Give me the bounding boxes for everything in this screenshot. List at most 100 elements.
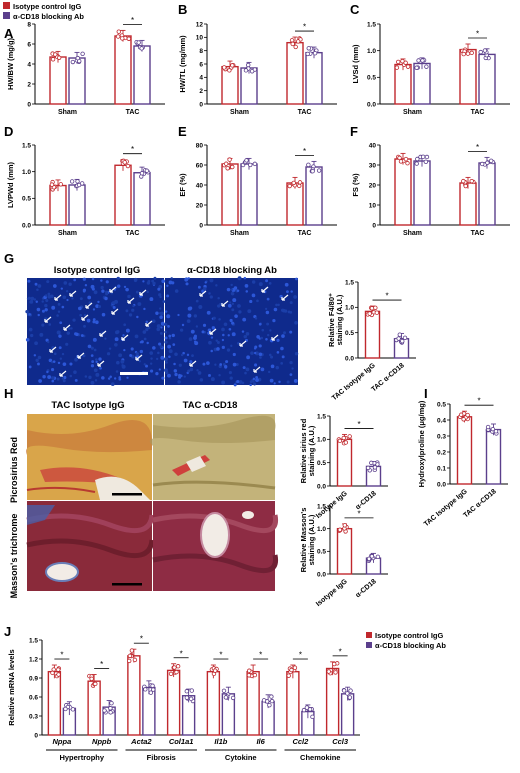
data-point — [337, 527, 343, 532]
significance-star: * — [357, 420, 360, 429]
nucleus — [72, 318, 76, 322]
data-point — [400, 338, 405, 344]
nucleus — [160, 321, 165, 326]
nucleus — [29, 299, 34, 304]
data-point — [150, 683, 155, 688]
y-tick-label: 1.0 — [367, 48, 376, 55]
nucleus — [41, 309, 45, 313]
legend-j-swatch-cd18 — [366, 642, 372, 648]
nucleus — [275, 303, 278, 307]
nucleus — [51, 361, 54, 364]
data-point — [461, 178, 466, 184]
nucleus — [159, 307, 162, 310]
nucleus — [90, 354, 94, 357]
nucleus — [170, 277, 173, 280]
nucleus — [275, 365, 280, 370]
y-tick-label: 6 — [199, 61, 203, 68]
y-axis-label: EF (%) — [178, 173, 187, 197]
data-point — [348, 688, 353, 693]
nucleus — [44, 294, 48, 297]
arrow-marker — [261, 286, 269, 293]
data-point — [175, 664, 181, 669]
y-tick-label: 0.2 — [437, 449, 446, 456]
group-label: Fibrosis — [147, 753, 176, 762]
nucleus — [209, 278, 214, 283]
nucleus — [86, 318, 91, 323]
data-point — [286, 673, 291, 678]
data-point — [373, 305, 378, 310]
data-point — [143, 687, 148, 692]
nucleus — [130, 347, 134, 351]
nucleus — [27, 279, 31, 283]
nucleus — [70, 327, 73, 330]
panel-h-row-top-label: Picrosirius Red — [9, 437, 19, 503]
y-tick-label: 1.0 — [317, 437, 326, 444]
nucleus — [149, 297, 154, 302]
nucleus — [182, 351, 185, 355]
nucleus — [58, 334, 62, 338]
nucleus — [158, 342, 162, 346]
y-tick-label: 1.5 — [345, 279, 354, 286]
data-point — [80, 181, 85, 186]
nucleus — [157, 351, 160, 355]
nucleus — [185, 282, 189, 286]
arrow-marker — [81, 314, 89, 321]
nucleus — [281, 355, 285, 359]
nucleus — [231, 302, 235, 305]
nucleus — [278, 380, 281, 384]
x-tick-label: TAC — [471, 230, 485, 237]
data-point — [291, 180, 296, 186]
nucleus — [61, 377, 65, 380]
y-tick-label: 12 — [196, 21, 204, 28]
data-point — [342, 523, 348, 528]
nucleus — [206, 361, 210, 365]
nucleus — [159, 315, 163, 320]
bar — [325, 667, 340, 736]
nucleus — [108, 347, 112, 350]
nucleus — [79, 313, 83, 317]
nucleus — [174, 289, 179, 293]
chart-b: 0 2 4 6 8 10 12 HW/TL (mg/mm) Sham TAC * — [178, 21, 337, 116]
micrograph-massons-cd18 — [152, 501, 279, 591]
nucleus — [62, 362, 67, 367]
bar — [133, 45, 151, 105]
nucleus — [37, 284, 42, 288]
nucleus — [158, 293, 162, 297]
significance-star: * — [339, 647, 342, 656]
data-point — [301, 707, 307, 713]
x-tick-label: Il6 — [256, 737, 265, 746]
significance-star: * — [476, 143, 479, 152]
nucleus — [61, 305, 65, 309]
nucleus — [168, 337, 172, 340]
nucleus — [280, 361, 284, 365]
y-tick-label: 4 — [27, 61, 31, 68]
legend-j-label-cd18: α-CD18 blocking Ab — [375, 641, 446, 650]
nucleus — [261, 328, 265, 332]
y-tick-label: 0.5 — [317, 549, 326, 556]
nucleus — [293, 295, 298, 299]
nucleus — [69, 374, 73, 378]
nucleus — [269, 378, 274, 383]
y-tick-label: 0.0 — [367, 101, 376, 108]
nucleus — [111, 301, 116, 305]
nucleus — [210, 349, 213, 353]
legend-j-label-isotype: Isotype control IgG — [375, 631, 444, 640]
nucleus — [28, 365, 32, 369]
panel-letter-d: D — [4, 124, 13, 139]
bar — [142, 686, 156, 736]
nucleus — [230, 288, 233, 291]
nucleus — [152, 346, 156, 350]
nucleus — [172, 343, 176, 346]
nucleus — [186, 353, 190, 357]
nucleus — [243, 276, 247, 280]
nucleus — [164, 368, 168, 373]
bar — [286, 182, 304, 226]
nucleus — [56, 377, 60, 381]
nucleus — [125, 309, 129, 313]
nucleus — [163, 357, 168, 362]
nucleus — [146, 341, 149, 345]
x-tick-label: α-CD18 — [354, 490, 377, 511]
nucleus — [231, 321, 235, 325]
nucleus — [161, 376, 165, 380]
arrow-marker — [135, 354, 143, 361]
